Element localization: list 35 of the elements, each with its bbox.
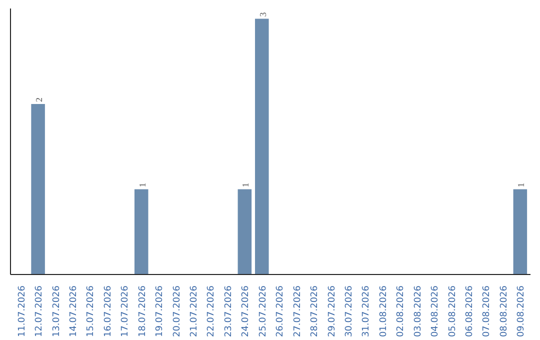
x-tick-label: 16.07.2026 xyxy=(103,285,114,338)
x-tick-label: 21.07.2026 xyxy=(190,285,200,338)
x-tick-label: 15.07.2026 xyxy=(86,285,96,338)
x-tick-label: 03.08.2026 xyxy=(413,285,424,338)
x-tick-label: 28.07.2026 xyxy=(310,285,320,338)
x-tick-label: 01.08.2026 xyxy=(378,285,389,338)
x-tick-label: 17.07.2026 xyxy=(120,285,131,338)
x-tick-label: 18.07.2026 xyxy=(138,285,148,338)
x-tick-label: 12.07.2026 xyxy=(34,285,45,338)
x-tick-label: 07.08.2026 xyxy=(482,285,492,338)
x-tick-label: 27.07.2026 xyxy=(292,285,303,338)
x-tick-label: 22.07.2026 xyxy=(206,285,217,338)
x-tick-label: 24.07.2026 xyxy=(241,285,252,338)
data-label: 1 xyxy=(137,182,148,188)
x-tick-label: 05.08.2026 xyxy=(448,285,458,338)
x-tick-label: 30.07.2026 xyxy=(344,285,354,338)
x-tick-label: 23.07.2026 xyxy=(224,285,234,338)
x-tick-label: 04.08.2026 xyxy=(430,285,441,338)
x-tick-label: 09.08.2026 xyxy=(516,285,527,338)
x-tick-label: 31.07.2026 xyxy=(362,285,372,338)
data-label: 1 xyxy=(516,182,526,188)
x-tick-label: 06.08.2026 xyxy=(465,285,476,338)
x-tick-label: 26.07.2026 xyxy=(276,285,286,338)
x-tick-label: 29.07.2026 xyxy=(327,285,338,338)
x-tick-label: 20.07.2026 xyxy=(172,285,182,338)
x-tick-label: 19.07.2026 xyxy=(155,285,166,338)
data-label: 1 xyxy=(240,182,251,188)
x-tick-label: 13.07.2026 xyxy=(52,285,62,338)
x-tick-label: 08.08.2026 xyxy=(499,285,510,338)
data-label: 3 xyxy=(258,12,268,17)
x-tick-label: 02.08.2026 xyxy=(396,285,406,338)
x-tick-label: 14.07.2026 xyxy=(68,285,79,338)
x-tick-label: 11.07.2026 xyxy=(17,285,28,338)
data-label: 2 xyxy=(34,97,44,102)
x-tick-label: 25.07.2026 xyxy=(258,285,268,338)
